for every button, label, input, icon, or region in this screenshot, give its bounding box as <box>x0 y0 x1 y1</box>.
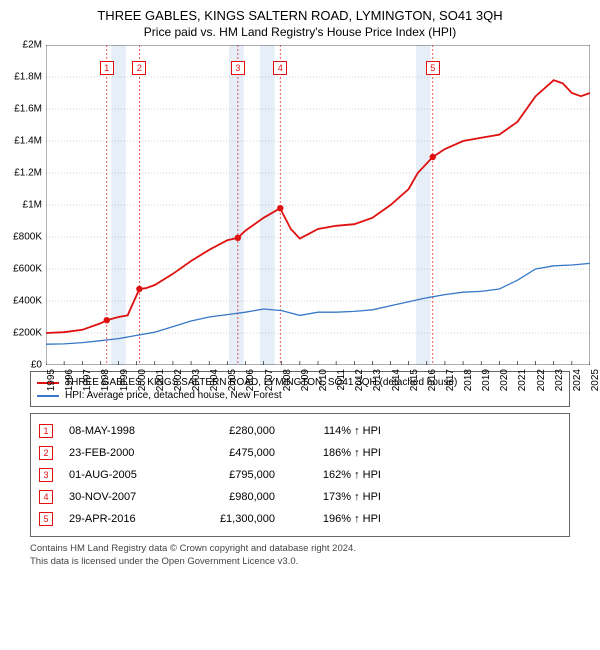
x-axis-label: 2009 <box>300 369 311 399</box>
event-marker: 2 <box>39 446 53 460</box>
x-axis-label: 2023 <box>554 369 565 399</box>
x-axis-label: 2024 <box>572 369 583 399</box>
x-axis-label: 2014 <box>391 369 402 399</box>
x-axis-label: 2018 <box>463 369 474 399</box>
x-axis-label: 2019 <box>481 369 492 399</box>
event-price: £980,000 <box>180 491 275 503</box>
x-axis-label: 2010 <box>318 369 329 399</box>
y-axis-label: £1.4M <box>2 136 42 147</box>
event-marker: 5 <box>39 512 53 526</box>
event-price: £1,300,000 <box>180 513 275 525</box>
event-row: 2 23-FEB-2000 £475,000 186% ↑ HPI <box>39 442 561 464</box>
x-axis-label: 2003 <box>191 369 202 399</box>
event-row: 4 30-NOV-2007 £980,000 173% ↑ HPI <box>39 486 561 508</box>
x-axis-label: 1998 <box>100 369 111 399</box>
x-axis-label: 2004 <box>209 369 220 399</box>
chart-container: THREE GABLES, KINGS SALTERN ROAD, LYMING… <box>0 0 600 650</box>
event-price: £795,000 <box>180 469 275 481</box>
y-axis-label: £800K <box>2 232 42 243</box>
x-axis-label: 1997 <box>82 369 93 399</box>
sale-marker: 4 <box>273 61 287 75</box>
sale-marker: 1 <box>100 61 114 75</box>
chart-area: £0£200K£400K£600K£800K£1M£1.2M£1.4M£1.6M… <box>46 45 590 365</box>
x-axis-label: 2006 <box>245 369 256 399</box>
event-date: 08-MAY-1998 <box>69 425 164 437</box>
x-axis-label: 2002 <box>173 369 184 399</box>
footer-line: Contains HM Land Registry data © Crown c… <box>30 543 570 556</box>
y-axis-label: £600K <box>2 264 42 275</box>
y-axis-label: £1M <box>2 200 42 211</box>
event-marker: 3 <box>39 468 53 482</box>
x-axis-label: 2008 <box>282 369 293 399</box>
event-pct: 196% ↑ HPI <box>291 513 381 525</box>
x-axis-label: 2000 <box>137 369 148 399</box>
chart-title: THREE GABLES, KINGS SALTERN ROAD, LYMING… <box>0 0 600 23</box>
x-axis-label: 2013 <box>372 369 383 399</box>
x-axis-label: 2022 <box>536 369 547 399</box>
chart-subtitle: Price paid vs. HM Land Registry's House … <box>0 23 600 45</box>
event-pct: 162% ↑ HPI <box>291 469 381 481</box>
event-row: 5 29-APR-2016 £1,300,000 196% ↑ HPI <box>39 508 561 530</box>
event-price: £280,000 <box>180 425 275 437</box>
x-axis-label: 1999 <box>119 369 130 399</box>
x-axis-label: 2015 <box>409 369 420 399</box>
y-axis-label: £1.2M <box>2 168 42 179</box>
x-axis-label: 2016 <box>427 369 438 399</box>
chart-svg <box>46 45 590 365</box>
event-marker: 1 <box>39 424 53 438</box>
event-date: 23-FEB-2000 <box>69 447 164 459</box>
event-pct: 173% ↑ HPI <box>291 491 381 503</box>
sale-marker: 5 <box>426 61 440 75</box>
event-date: 30-NOV-2007 <box>69 491 164 503</box>
event-date: 29-APR-2016 <box>69 513 164 525</box>
x-axis-label: 2025 <box>590 369 600 399</box>
event-price: £475,000 <box>180 447 275 459</box>
event-date: 01-AUG-2005 <box>69 469 164 481</box>
event-row: 1 08-MAY-1998 £280,000 114% ↑ HPI <box>39 420 561 442</box>
sale-marker: 2 <box>132 61 146 75</box>
x-axis-label: 2020 <box>499 369 510 399</box>
x-axis-label: 2007 <box>264 369 275 399</box>
x-axis-label: 2012 <box>354 369 365 399</box>
footer-line: This data is licensed under the Open Gov… <box>30 556 570 569</box>
y-axis-label: £200K <box>2 328 42 339</box>
footer-attribution: Contains HM Land Registry data © Crown c… <box>30 543 570 569</box>
y-axis-label: £2M <box>2 40 42 51</box>
y-axis-label: £400K <box>2 296 42 307</box>
x-axis-label: 2021 <box>517 369 528 399</box>
x-axis-label: 2011 <box>336 369 347 399</box>
event-pct: 114% ↑ HPI <box>291 425 381 437</box>
x-axis-label: 1995 <box>46 369 57 399</box>
event-pct: 186% ↑ HPI <box>291 447 381 459</box>
x-axis-label: 2005 <box>227 369 238 399</box>
event-row: 3 01-AUG-2005 £795,000 162% ↑ HPI <box>39 464 561 486</box>
x-axis-label: 2017 <box>445 369 456 399</box>
y-axis-label: £1.8M <box>2 72 42 83</box>
x-axis-label: 2001 <box>155 369 166 399</box>
events-box: 1 08-MAY-1998 £280,000 114% ↑ HPI 2 23-FEB-20… <box>30 413 570 537</box>
sale-marker: 3 <box>231 61 245 75</box>
y-axis-label: £1.6M <box>2 104 42 115</box>
event-marker: 4 <box>39 490 53 504</box>
y-axis-label: £0 <box>2 360 42 371</box>
x-axis-label: 1996 <box>64 369 75 399</box>
